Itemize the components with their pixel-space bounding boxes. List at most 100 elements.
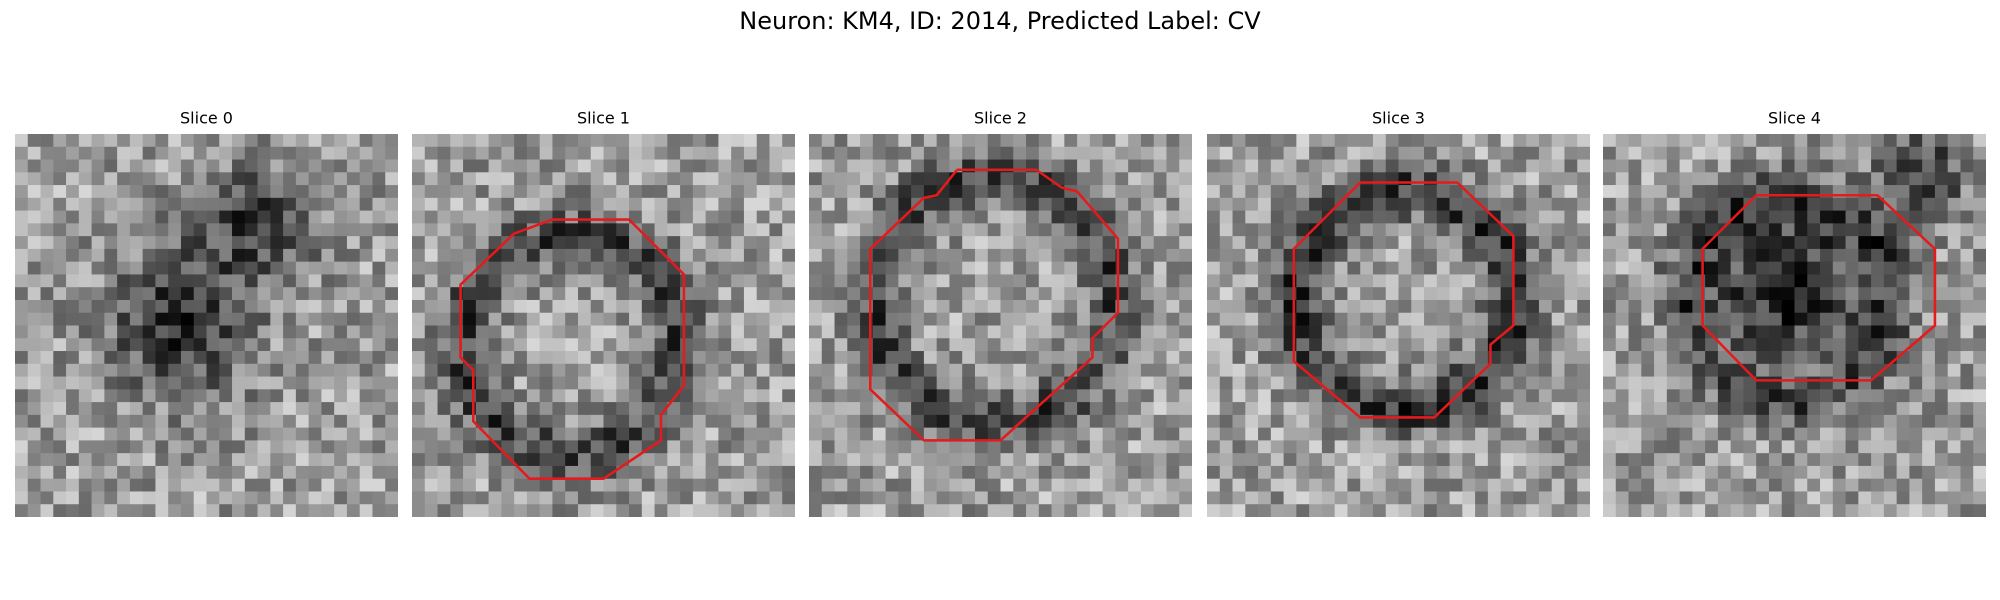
pixel [412, 440, 426, 454]
pixel [1064, 312, 1078, 326]
pixel [872, 172, 886, 186]
pixel [1615, 478, 1629, 492]
pixel [1883, 376, 1898, 390]
pixel [142, 376, 156, 390]
pixel [1717, 261, 1732, 275]
pixel [1089, 414, 1104, 429]
pixel [821, 453, 835, 467]
pixel [1807, 210, 1821, 224]
pixel [526, 261, 541, 275]
pixel [501, 414, 515, 429]
pixel [1973, 236, 1986, 250]
pixel [1628, 478, 1642, 492]
pixel [1219, 351, 1233, 365]
pixel [1730, 146, 1744, 160]
pixel [1500, 274, 1514, 288]
pixel [654, 146, 668, 160]
pixel [616, 223, 630, 237]
pixel [1219, 236, 1233, 250]
pixel [629, 363, 643, 377]
pixel [1832, 363, 1846, 377]
pixel [565, 325, 579, 339]
pixel [1064, 287, 1078, 301]
pixel [1794, 427, 1808, 441]
pixel [1603, 414, 1617, 429]
pixel [1360, 185, 1374, 199]
pixel [1321, 402, 1336, 416]
pixel [821, 351, 835, 365]
pixel [117, 338, 131, 352]
pixel [769, 146, 783, 160]
pixel [565, 172, 579, 186]
pixel [424, 453, 438, 467]
pixel [936, 210, 950, 224]
pixel [1077, 427, 1091, 441]
pixel [295, 197, 310, 211]
pixel [412, 351, 426, 365]
pixel [1411, 338, 1425, 352]
pixel [168, 389, 182, 403]
pixel [283, 325, 297, 339]
pixel [334, 465, 348, 480]
pixel [667, 402, 681, 416]
pixel [295, 491, 310, 505]
pixel [705, 440, 719, 454]
pixel [1436, 185, 1450, 199]
pixel [257, 236, 271, 250]
pixel [1487, 248, 1502, 263]
pixel [475, 274, 489, 288]
pixel [40, 146, 54, 160]
pixel [104, 287, 118, 301]
pixel [923, 389, 938, 403]
pixel [1219, 185, 1233, 199]
pixel [1347, 146, 1361, 160]
pixel [1219, 491, 1233, 505]
pixel [1794, 338, 1808, 352]
pixel [705, 504, 719, 517]
pixel [1577, 427, 1590, 441]
pixel [424, 363, 438, 377]
pixel [321, 414, 335, 429]
pixel [334, 236, 348, 250]
pixel [1424, 465, 1438, 480]
pixel [974, 389, 989, 403]
pixel [168, 312, 182, 326]
pixel [232, 376, 246, 390]
pixel [1807, 351, 1821, 365]
pixel [1258, 185, 1272, 199]
pixel [463, 223, 477, 237]
pixel [15, 465, 29, 480]
pixel [1577, 134, 1590, 148]
pixel [1475, 159, 1489, 173]
pixel [27, 338, 41, 352]
pixel [91, 402, 105, 416]
pixel [1219, 223, 1233, 237]
pixel [1038, 185, 1052, 199]
pixel [1922, 376, 1936, 390]
pixel [1153, 465, 1167, 480]
pixel [1013, 172, 1027, 186]
pixel [1449, 197, 1463, 211]
pixel [1666, 134, 1680, 148]
pixel [1615, 453, 1629, 467]
pixel [1705, 478, 1719, 492]
pixel [117, 465, 131, 480]
pixel [219, 261, 233, 275]
pixel [552, 248, 566, 263]
pixel [1654, 185, 1668, 199]
pixel [1781, 261, 1795, 275]
pixel [514, 414, 528, 429]
pixel [1179, 338, 1192, 352]
pixel [1641, 325, 1655, 339]
pixel [1179, 478, 1192, 492]
pixel [1166, 491, 1180, 505]
pixel [1768, 197, 1783, 211]
pixel [962, 134, 976, 148]
pixel [1179, 299, 1192, 314]
pixel [257, 414, 271, 429]
pixel [514, 197, 528, 211]
pixel [641, 223, 655, 237]
pixel [1807, 376, 1821, 390]
pixel [705, 465, 719, 480]
pixel [1411, 363, 1425, 377]
